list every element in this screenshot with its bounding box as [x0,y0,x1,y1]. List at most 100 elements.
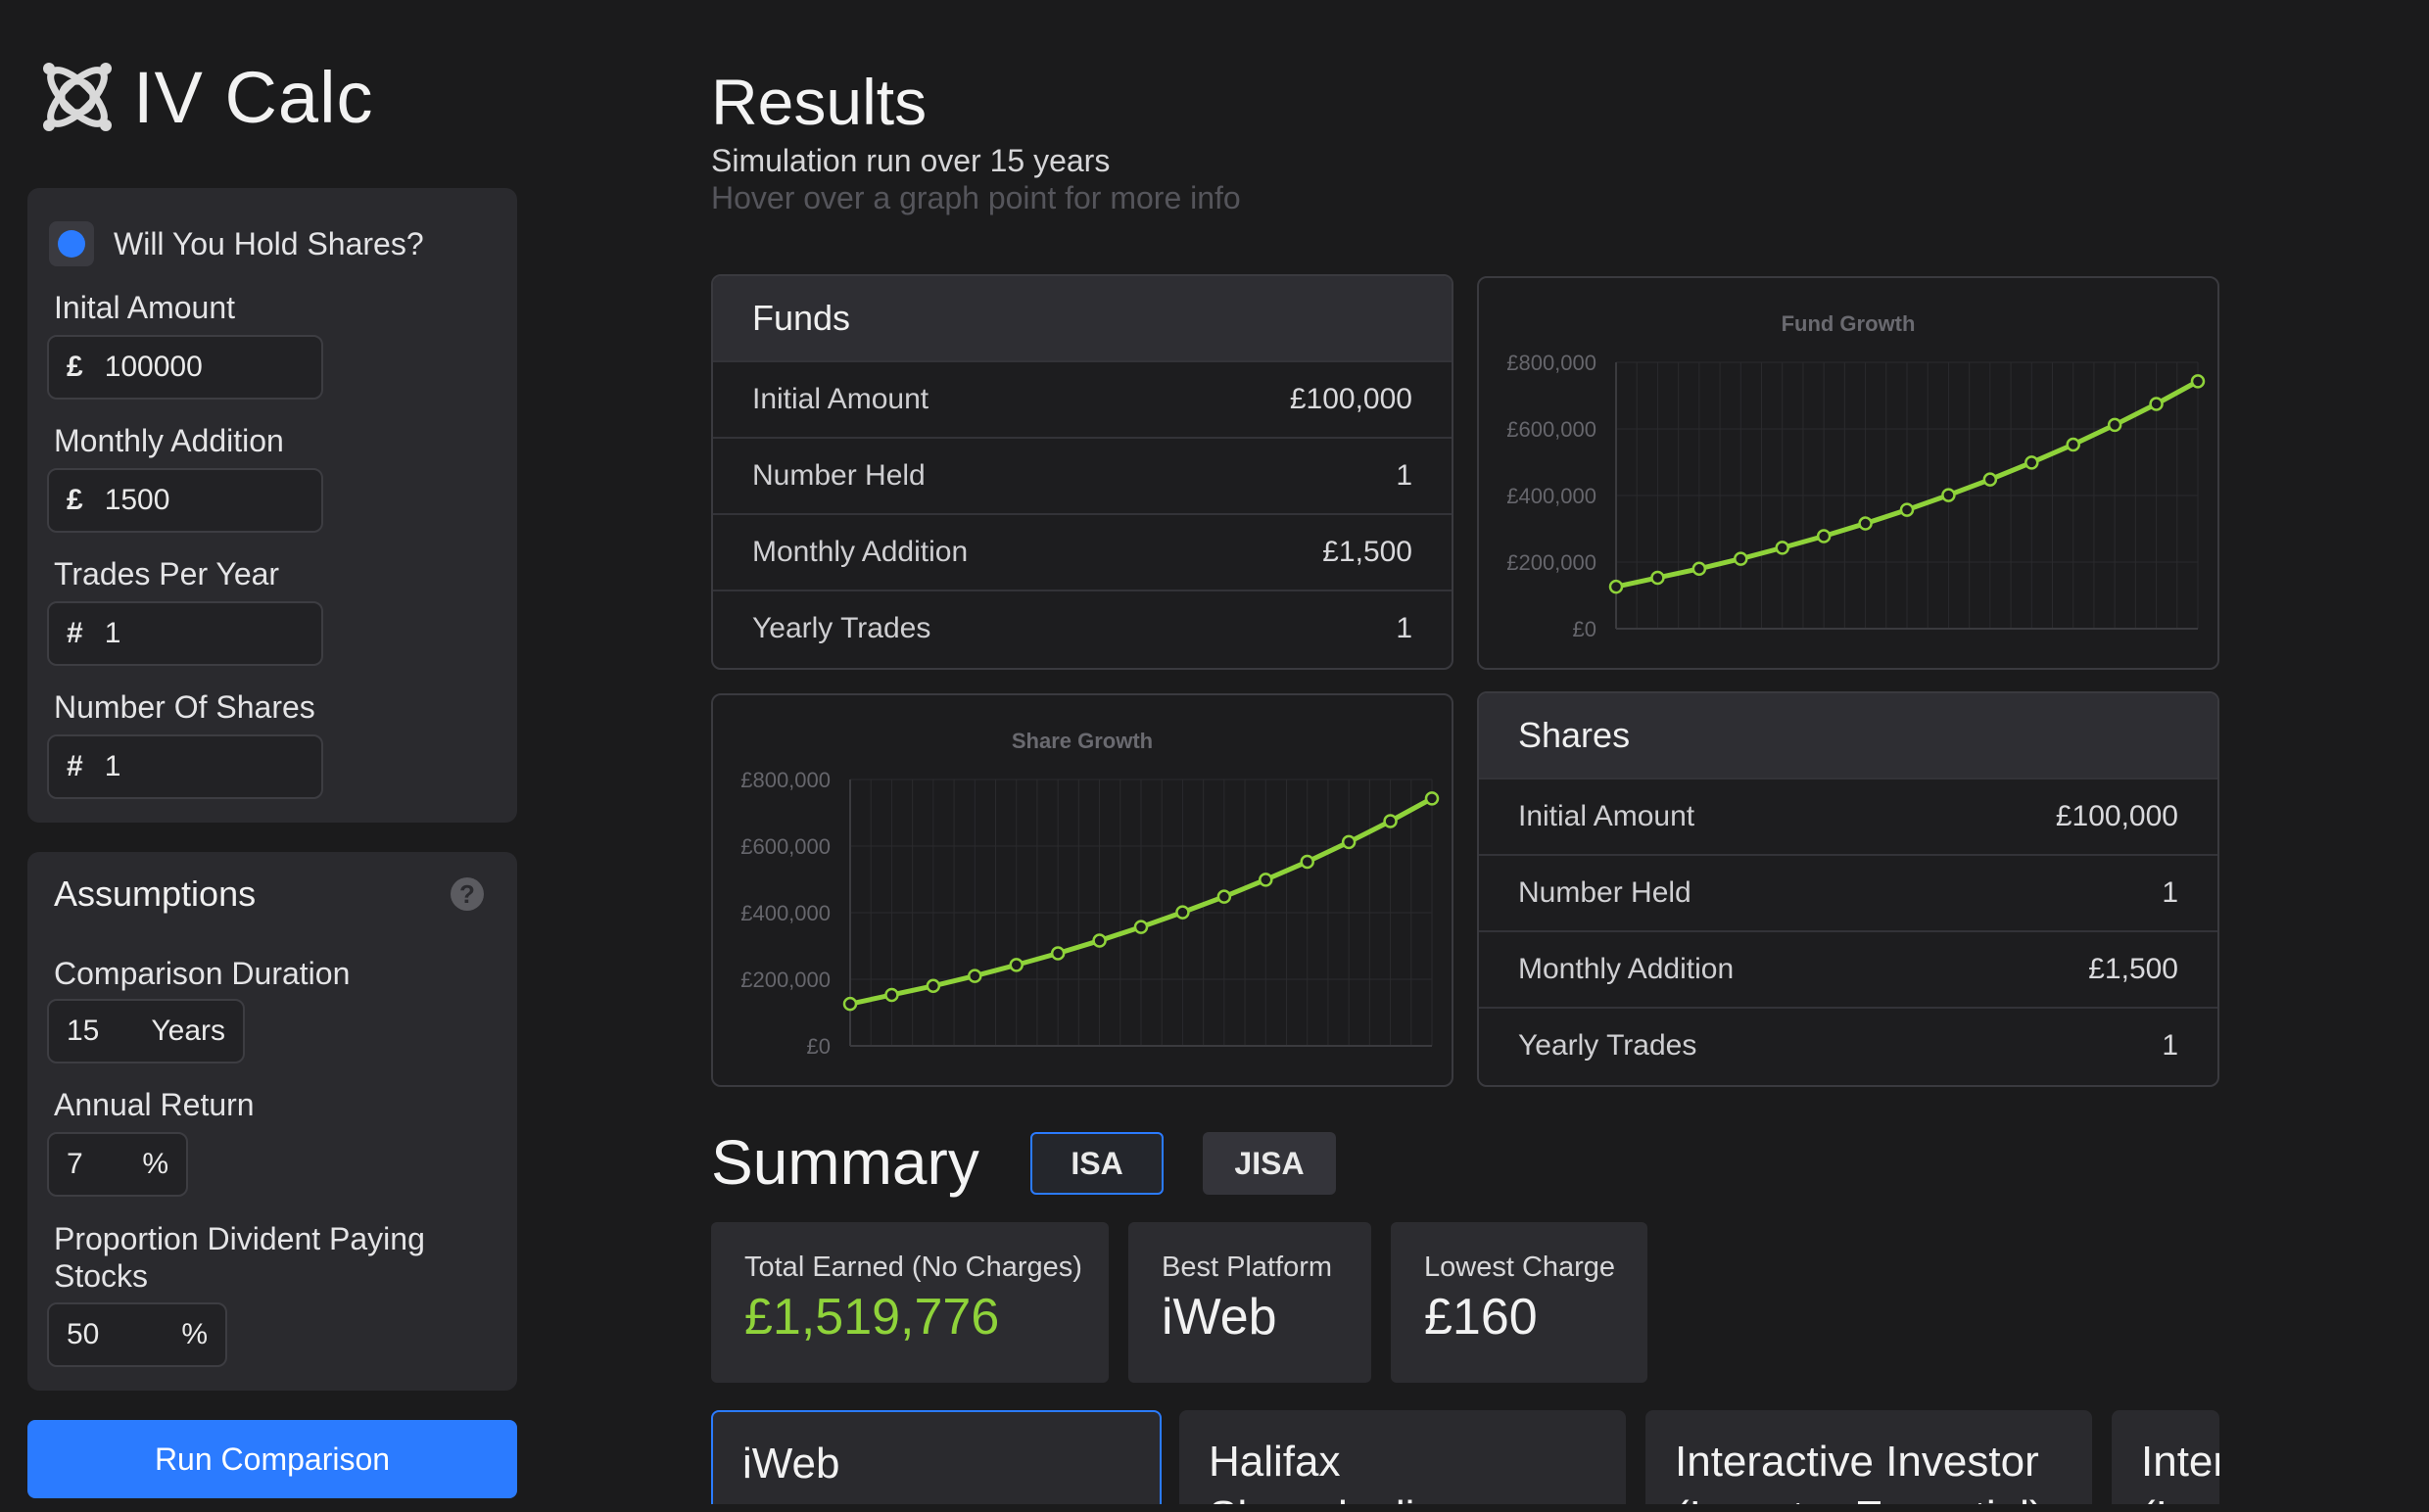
data-point [926,978,941,994]
data-point [1009,958,1024,972]
data-point [2066,437,2080,452]
hash-prefix: # [67,750,83,782]
data-point [1775,541,1789,555]
y-tick-label: £800,000 [740,768,831,792]
monthly-addition-value: 1500 [104,484,170,516]
data-point [1050,946,1066,961]
results-title: Results [711,66,928,138]
number-of-shares-label: Number Of Shares [54,689,315,725]
hold-shares-label: Will You Hold Shares? [114,225,424,261]
row-value: 1 [1396,459,1412,492]
monthly-addition-input[interactable]: £ 1500 [47,468,323,533]
row-value: £1,500 [1322,536,1412,568]
run-comparison-button[interactable]: Run Comparison [27,1420,517,1498]
platform-name: Halifax [1209,1438,1341,1486]
trades-per-year-input[interactable]: # 1 [47,601,323,666]
annual-return-value: 7 [67,1148,83,1180]
fund-growth-chart-svg: Fund Growth £0 £200,000 £400,000 £600,000 £80… [1506,311,2206,641]
table-row: Monthly Addition £1,500 [1479,930,2217,1007]
data-point [968,969,982,983]
table-row: Yearly Trades 1 [713,590,1452,666]
dividend-proportion-input[interactable]: 50 % [47,1302,227,1367]
comparison-duration-label: Comparison Duration [54,956,351,991]
results-hint: Hover over a graph point for more info [711,180,1241,215]
hold-shares-toggle[interactable]: Will You Hold Shares? [49,221,424,266]
row-value: £100,000 [2055,800,2178,832]
data-point [2024,455,2039,470]
y-tick-label: £800,000 [1506,351,1596,375]
hold-shares-checkbox[interactable] [49,221,94,266]
platform-sub: (Investor Essential) [1675,1492,2092,1504]
row-label: Yearly Trades [752,612,931,644]
data-point [1734,551,1748,566]
y-tick-label: £600,000 [1506,417,1596,442]
total-earned-stat: Total Earned (No Charges) £1,519,776 [711,1222,1109,1383]
row-value: 1 [2162,876,2178,909]
chart-title: Share Growth [1012,729,1153,753]
platform-sub: Sharedealing [1209,1492,1626,1504]
row-label: Monthly Addition [752,536,969,568]
help-icon[interactable]: ? [451,877,484,911]
row-label: Initial Amount [752,383,929,415]
share-growth-chart-svg: Share Growth £0 £200,000 £400,000 £600,000 £8… [740,729,1440,1059]
tab-jisa[interactable]: JISA [1203,1132,1336,1195]
duration-value: 15 [67,1015,100,1047]
funds-table: Funds Initial Amount £100,000 Number Held… [711,274,1453,670]
assumptions-panel: Assumptions ? Comparison Duration 15 Yea… [27,852,517,1391]
percent-suffix: % [181,1318,208,1350]
initial-amount-input[interactable]: £ 100000 [47,335,323,400]
y-tick-label: £0 [1573,617,1596,641]
data-point [1650,570,1665,586]
platform-card[interactable]: iWeb [711,1410,1162,1504]
stat-label: Total Earned (No Charges) [744,1252,1082,1283]
stat-value: £1,519,776 [744,1289,1000,1346]
data-point [1092,933,1107,948]
table-row: Initial Amount £100,000 [1479,778,2217,854]
platform-card[interactable]: Inter (I [2112,1410,2219,1504]
checkbox-checked-dot [58,230,85,258]
number-of-shares-input[interactable]: # 1 [47,734,323,799]
app-logo[interactable]: IV Calc [35,55,374,139]
platform-sub: (I [2141,1492,2219,1504]
data-point [1259,873,1273,887]
platform-name: iWeb [742,1440,840,1488]
data-point [1175,905,1190,920]
row-value: £100,000 [1289,383,1412,415]
best-platform-stat: Best Platform iWeb [1128,1222,1371,1383]
platform-cards-row: iWeb Halifax Sharedealing Interactive In… [711,1410,2219,1504]
row-label: Number Held [1518,876,1691,909]
currency-prefix: £ [67,484,83,516]
platform-card[interactable]: Halifax Sharedealing [1179,1410,1626,1504]
data-point [2190,374,2206,389]
table-row: Number Held 1 [1479,854,2217,930]
number-of-shares-value: 1 [104,750,121,782]
table-row: Number Held 1 [713,437,1452,513]
platform-card[interactable]: Interactive Investor (Investor Essential… [1645,1410,2092,1504]
row-label: Yearly Trades [1518,1029,1697,1062]
table-row: Initial Amount £100,000 [713,360,1452,437]
tab-isa[interactable]: ISA [1030,1132,1164,1195]
annual-return-label: Annual Return [54,1087,255,1122]
y-tick-label: £400,000 [1506,484,1596,508]
lowest-charge-stat: Lowest Charge £160 [1391,1222,1647,1383]
stat-value: £160 [1424,1289,1538,1346]
row-value: 1 [1396,612,1412,644]
data-point [1941,488,1956,502]
annual-return-input[interactable]: 7 % [47,1132,188,1197]
data-point [2107,417,2122,433]
row-value: £1,500 [2088,953,2178,985]
row-value: 1 [2162,1029,2178,1062]
data-point [1608,579,1624,594]
data-point [1424,791,1440,806]
fund-growth-chart: Fund Growth £0 £200,000 £400,000 £600,000 £80… [1477,276,2219,670]
atom-logo-icon [43,63,112,131]
currency-prefix: £ [67,351,83,383]
results-subtitle: Simulation run over 15 years [711,143,1111,178]
initial-amount-value: 100000 [104,351,203,383]
comparison-duration-input[interactable]: 15 Years [47,999,245,1063]
data-point [1216,889,1232,904]
y-tick-label: £0 [807,1034,831,1059]
row-label: Number Held [752,459,926,492]
initial-amount-label: Inital Amount [54,290,235,325]
row-label: Monthly Addition [1518,953,1735,985]
